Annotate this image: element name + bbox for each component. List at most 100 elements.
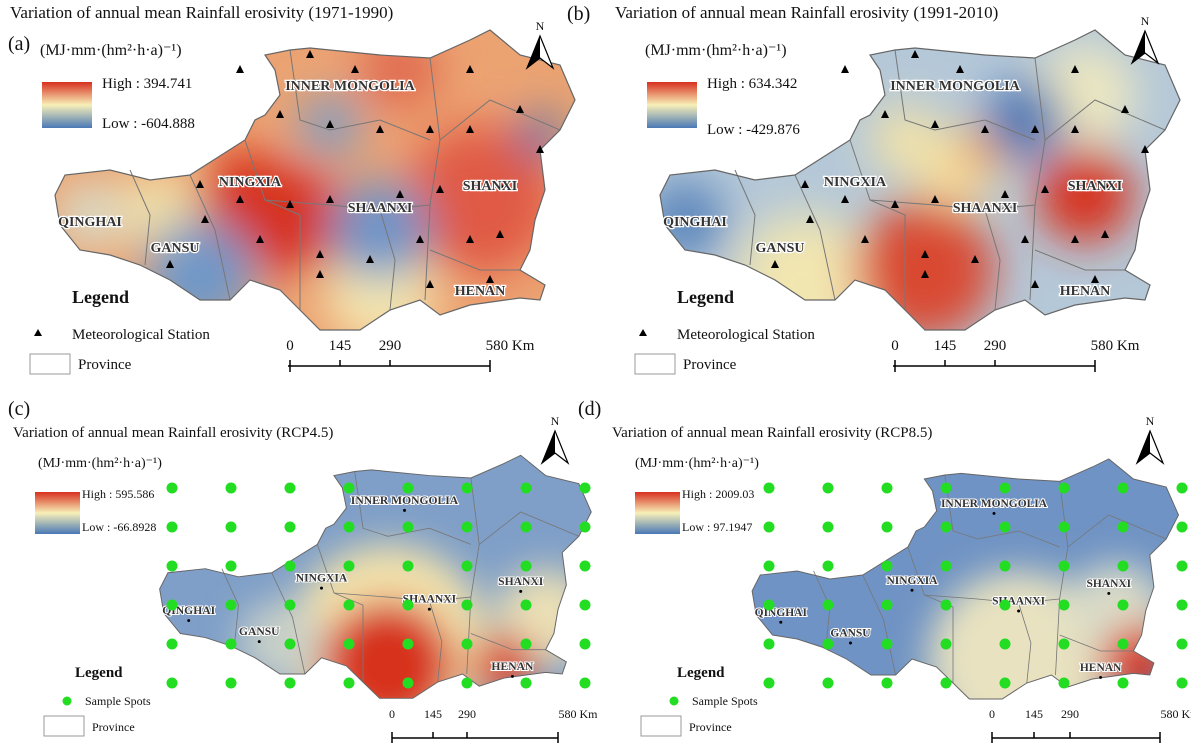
surface-blob (360, 30, 440, 110)
panel-title: Variation of annual mean Rainfall erosiv… (615, 3, 998, 22)
sample-spot (167, 522, 178, 533)
province-label: INNER MONGOLIA (941, 498, 1048, 510)
province-label: HENAN (455, 284, 506, 299)
scale-label: 145 (1025, 707, 1043, 721)
sample-spot (882, 678, 893, 689)
scale-label: 580 Km (486, 338, 535, 354)
sample-spot (521, 678, 532, 689)
sample-spot (580, 522, 591, 533)
province-label: SHANXI (1068, 179, 1122, 194)
sample-spot (580, 483, 591, 494)
sample-spot (403, 678, 414, 689)
sample-spot (1177, 678, 1188, 689)
panel-label: (d) (578, 398, 601, 420)
sample-spot (1059, 483, 1070, 494)
legend-province-icon (44, 716, 84, 736)
station-marker (236, 65, 244, 73)
capital-dot (428, 608, 431, 611)
panel-title: Variation of annual mean Rainfall erosiv… (13, 425, 333, 441)
sample-spot (882, 561, 893, 572)
sample-spot (226, 639, 237, 650)
sample-spot (462, 678, 473, 689)
scale-label: 290 (1061, 707, 1079, 721)
legend-item: Province (689, 720, 732, 734)
sample-spot (1059, 561, 1070, 572)
map-panel: INNER MONGOLIANINGXIAQINGHAIGANSUSHAANXI… (567, 3, 1191, 374)
sample-spot (462, 600, 473, 611)
low-label: Low : 97.1947 (682, 520, 752, 534)
unit-label: (MJ·mm·(hm²·h·a)⁻¹) (38, 456, 162, 471)
capital-dot (849, 642, 852, 645)
figure: INNER MONGOLIANINGXIAQINGHAIGANSUSHAANXI… (0, 0, 1191, 743)
legend-item: Meteorological Station (72, 327, 210, 343)
sample-spot (167, 678, 178, 689)
sample-spot (764, 522, 775, 533)
scale-label: 0 (891, 338, 899, 354)
station-marker (841, 65, 849, 73)
capital-dot (1107, 592, 1110, 595)
legend-province-icon (641, 716, 681, 736)
legend-title: Legend (72, 287, 129, 307)
province-label: GANSU (830, 628, 870, 640)
sample-spot (403, 600, 414, 611)
sample-spot (285, 561, 296, 572)
legend-title: Legend (677, 665, 725, 681)
capital-dot (911, 589, 914, 592)
legend-spot-icon (670, 697, 679, 706)
high-label: High : 2009.03 (682, 487, 754, 501)
sample-spot (1000, 522, 1011, 533)
sample-spot (941, 639, 952, 650)
sample-spot (1177, 483, 1188, 494)
sample-spot (462, 561, 473, 572)
province-label: HENAN (1080, 662, 1122, 674)
legend-item: Sample Spots (85, 694, 151, 708)
sample-spot (823, 678, 834, 689)
sample-spot (882, 600, 893, 611)
sample-spot (1118, 678, 1129, 689)
scale-label: 290 (458, 707, 476, 721)
capital-dot (1099, 676, 1102, 679)
scale-label: 580 Km (1161, 707, 1191, 721)
sample-spot (403, 483, 414, 494)
province-label: GANSU (150, 241, 199, 256)
scale-label: 0 (286, 338, 294, 354)
province-label: NINGXIA (296, 573, 348, 585)
sample-spot (941, 561, 952, 572)
sample-spot (403, 639, 414, 650)
north-label: N (551, 414, 560, 428)
map: INNER MONGOLIANINGXIAQINGHAIGANSUSHAANXI… (740, 451, 1191, 743)
capital-dot (187, 619, 190, 622)
legend-item: Province (78, 357, 132, 373)
color-ramp (647, 82, 697, 128)
province-label: QINGHAI (755, 607, 808, 619)
surface-blob (1037, 147, 1133, 243)
scale-label: 145 (934, 338, 957, 354)
panel-label: (a) (8, 33, 30, 55)
sample-spot (823, 483, 834, 494)
province-label: QINGHAI (58, 215, 122, 230)
scale-label: 580 Km (1091, 338, 1140, 354)
legend-title: Legend (75, 665, 123, 681)
high-label: High : 634.342 (707, 76, 797, 92)
sample-spot (344, 639, 355, 650)
sample-spot (941, 600, 952, 611)
north-label: N (536, 19, 545, 33)
sample-spot (226, 522, 237, 533)
surface-blob (145, 220, 255, 330)
high-label: High : 394.741 (102, 76, 192, 92)
sample-spot (1000, 678, 1011, 689)
sample-spot (226, 483, 237, 494)
capital-dot (1017, 610, 1020, 613)
legend-item: Sample Spots (692, 694, 758, 708)
sample-spot (462, 639, 473, 650)
color-ramp (635, 492, 680, 534)
legend-item: Province (92, 720, 135, 734)
sample-spot (1059, 639, 1070, 650)
sample-spot (1118, 522, 1129, 533)
sample-spot (285, 483, 296, 494)
sample-spot (823, 600, 834, 611)
sample-spot (1000, 483, 1011, 494)
north-label: N (1146, 414, 1155, 428)
surface-blob (870, 105, 940, 175)
surface (147, 447, 612, 739)
